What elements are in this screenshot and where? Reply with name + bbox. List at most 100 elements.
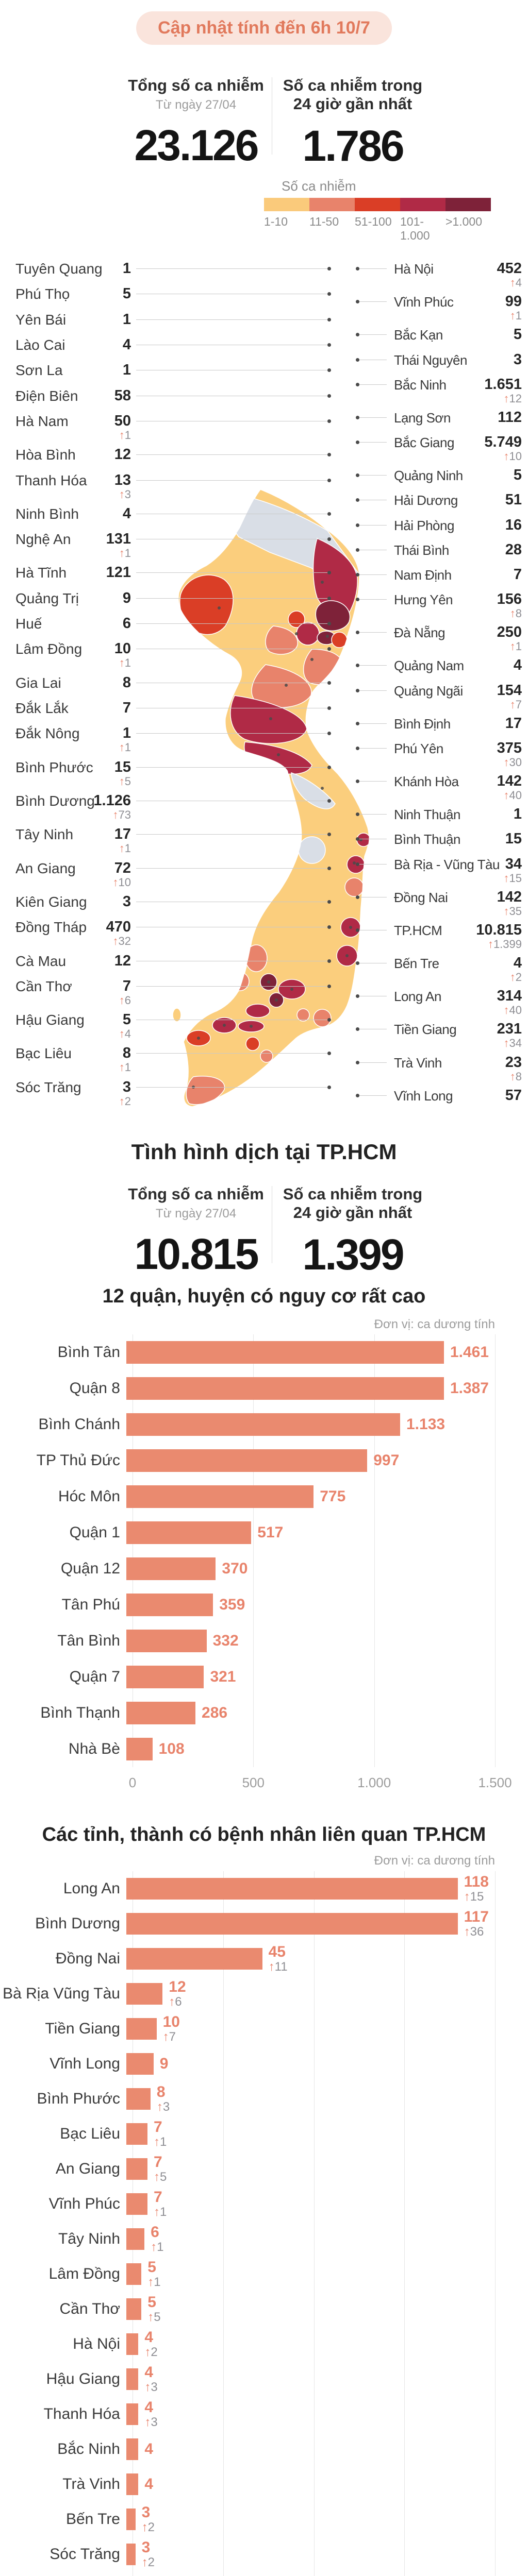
province-delta: ↑8 <box>509 607 522 620</box>
bar-delta: ↑2 <box>141 2520 155 2534</box>
province-name: Hải Phòng <box>394 517 454 533</box>
province-name: Bình Dương <box>15 792 95 809</box>
connector-dot <box>356 300 359 304</box>
bar <box>126 2544 136 2565</box>
connector-line <box>136 765 331 769</box>
up-arrow-icon: ↑ <box>509 276 516 289</box>
bar-row: Bình Dương 117 ↑36 <box>0 1906 528 1941</box>
legend-swatch <box>264 198 309 211</box>
connector-dot <box>327 833 331 837</box>
hcmc-recent-block: Số ca nhiễm trong 24 giờ gần nhất 1.399 <box>265 1185 440 1280</box>
bar-row: Sóc Trăng 3 ↑2 <box>0 2537 528 2572</box>
region-hoa-binh-salmon <box>265 625 298 655</box>
bar <box>126 1485 314 1508</box>
bar-label: TP Thủ Đức <box>36 1452 120 1469</box>
connector-line <box>356 1060 387 1064</box>
province-value: 4 <box>94 336 131 353</box>
province-row: Hòa Bình 12 <box>15 446 331 467</box>
hcmc-recent-value: 1.399 <box>302 1230 404 1279</box>
province-case-count: 1 <box>122 260 131 277</box>
province-row: Bình Dương 1.126 ↑73 <box>15 792 331 821</box>
province-name: Đà Nẵng <box>394 625 446 641</box>
province-name: Cà Mau <box>15 953 67 969</box>
bar-value: 8 <box>156 2083 166 2100</box>
bar-value: 9 <box>159 2055 169 2072</box>
province-row: Ninh Thuận 1 <box>356 806 522 826</box>
connector-line <box>356 267 387 270</box>
legend-title: Số ca nhiễm <box>282 178 356 194</box>
national-recent-value: 1.786 <box>302 122 404 171</box>
legend-bin: 51-100 <box>355 198 400 243</box>
up-arrow-icon: ↑ <box>509 309 516 323</box>
province-case-count: 51 <box>505 492 522 509</box>
province-name: Tiền Giang <box>394 1022 457 1038</box>
province-name: Vĩnh Long <box>394 1088 453 1104</box>
bar-delta: ↑5 <box>147 2310 161 2324</box>
province-case-count: 154 <box>497 682 522 699</box>
connector-line <box>136 267 331 270</box>
province-value: 72 ↑10 <box>94 860 131 889</box>
province-name: Yên Bái <box>15 311 67 328</box>
province-row: Sóc Trăng 3 ↑2 <box>15 1079 331 1108</box>
province-list-right: Hà Nội 452 ↑4 Vĩnh Phúc 99 ↑1 Bắc Kạn <box>356 260 522 1108</box>
province-name: Ninh Bình <box>15 505 79 522</box>
chart2-rows: Long An 118 ↑15 Bình Dương <box>0 1871 528 2576</box>
province-name: Hưng Yên <box>394 592 453 608</box>
region-binh-thuan-salmon <box>313 1009 332 1027</box>
bar-value: 4 <box>144 2476 154 2493</box>
province-row: Trà Vinh 23 ↑8 <box>356 1054 522 1083</box>
province-row: Bà Rịa - Vũng Tàu 34 ↑15 <box>356 856 522 885</box>
province-case-count: 9 <box>122 589 131 606</box>
connector-dot <box>356 961 359 965</box>
province-value: 6 <box>94 615 131 632</box>
bar-value: 3 <box>141 2504 151 2521</box>
bar-row: TP Thủ Đức 997 <box>0 1443 528 1479</box>
connector-dot <box>356 382 359 386</box>
province-row: Đắk Lắk 7 <box>15 700 331 720</box>
province-case-count: 1.126 <box>93 792 131 809</box>
connector-dot <box>327 571 331 575</box>
province-row: Tuyên Quang 1 <box>15 260 331 281</box>
province-row: Bình Phước 15 ↑5 <box>15 759 331 788</box>
bar-row: Gia Lai 2 <box>0 2572 528 2576</box>
province-delta: ↑1 <box>119 1061 131 1074</box>
bar <box>126 1449 368 1472</box>
connector-line <box>136 833 331 837</box>
province-row: Tây Ninh 17 ↑1 <box>15 826 331 855</box>
province-case-count: 17 <box>114 826 131 843</box>
connector-line <box>356 779 387 784</box>
province-delta: ↑7 <box>509 698 522 711</box>
province-value: 99 ↑1 <box>505 293 522 322</box>
bar <box>126 2053 154 2075</box>
province-name: An Giang <box>15 860 76 876</box>
province-value: 5 <box>514 326 522 343</box>
province-row: An Giang 72 ↑10 <box>15 860 331 889</box>
up-arrow-icon: ↑ <box>119 428 125 442</box>
connector-dot <box>327 732 331 736</box>
province-case-count: 12 <box>114 952 131 969</box>
connector-dot <box>356 358 359 362</box>
bar-label: Bình Phước <box>37 2090 121 2107</box>
connector-line <box>356 598 387 602</box>
province-delta: ↑1 <box>119 656 131 670</box>
up-arrow-icon: ↑ <box>154 2205 160 2219</box>
province-value: 4 <box>94 505 131 522</box>
chart2-gridlines <box>133 1871 496 2576</box>
bar-row: Quận 1 517 <box>0 1515 528 1551</box>
connector-dot <box>356 631 359 635</box>
bar-row: An Giang 7 ↑5 <box>0 2151 528 2187</box>
legend-bin-label: 1-10 <box>264 215 288 228</box>
province-case-count: 3 <box>513 351 522 368</box>
province-value: 9 <box>94 590 131 606</box>
province-name: Bắc Giang <box>394 435 454 451</box>
province-row: Đồng Nai 142 ↑35 <box>356 889 522 918</box>
province-row: Cần Thơ 7 ↑6 <box>15 978 331 1007</box>
province-row: Nghệ An 131 ↑1 <box>15 531 331 560</box>
up-arrow-icon: ↑ <box>509 607 516 620</box>
connector-dot <box>356 1093 359 1097</box>
province-case-count: 112 <box>498 409 522 426</box>
bar-delta: ↑1 <box>147 2275 161 2289</box>
province-case-count: 7 <box>513 566 522 583</box>
province-row: Quảng Ninh 5 <box>356 467 522 487</box>
province-case-count: 4 <box>122 505 131 522</box>
